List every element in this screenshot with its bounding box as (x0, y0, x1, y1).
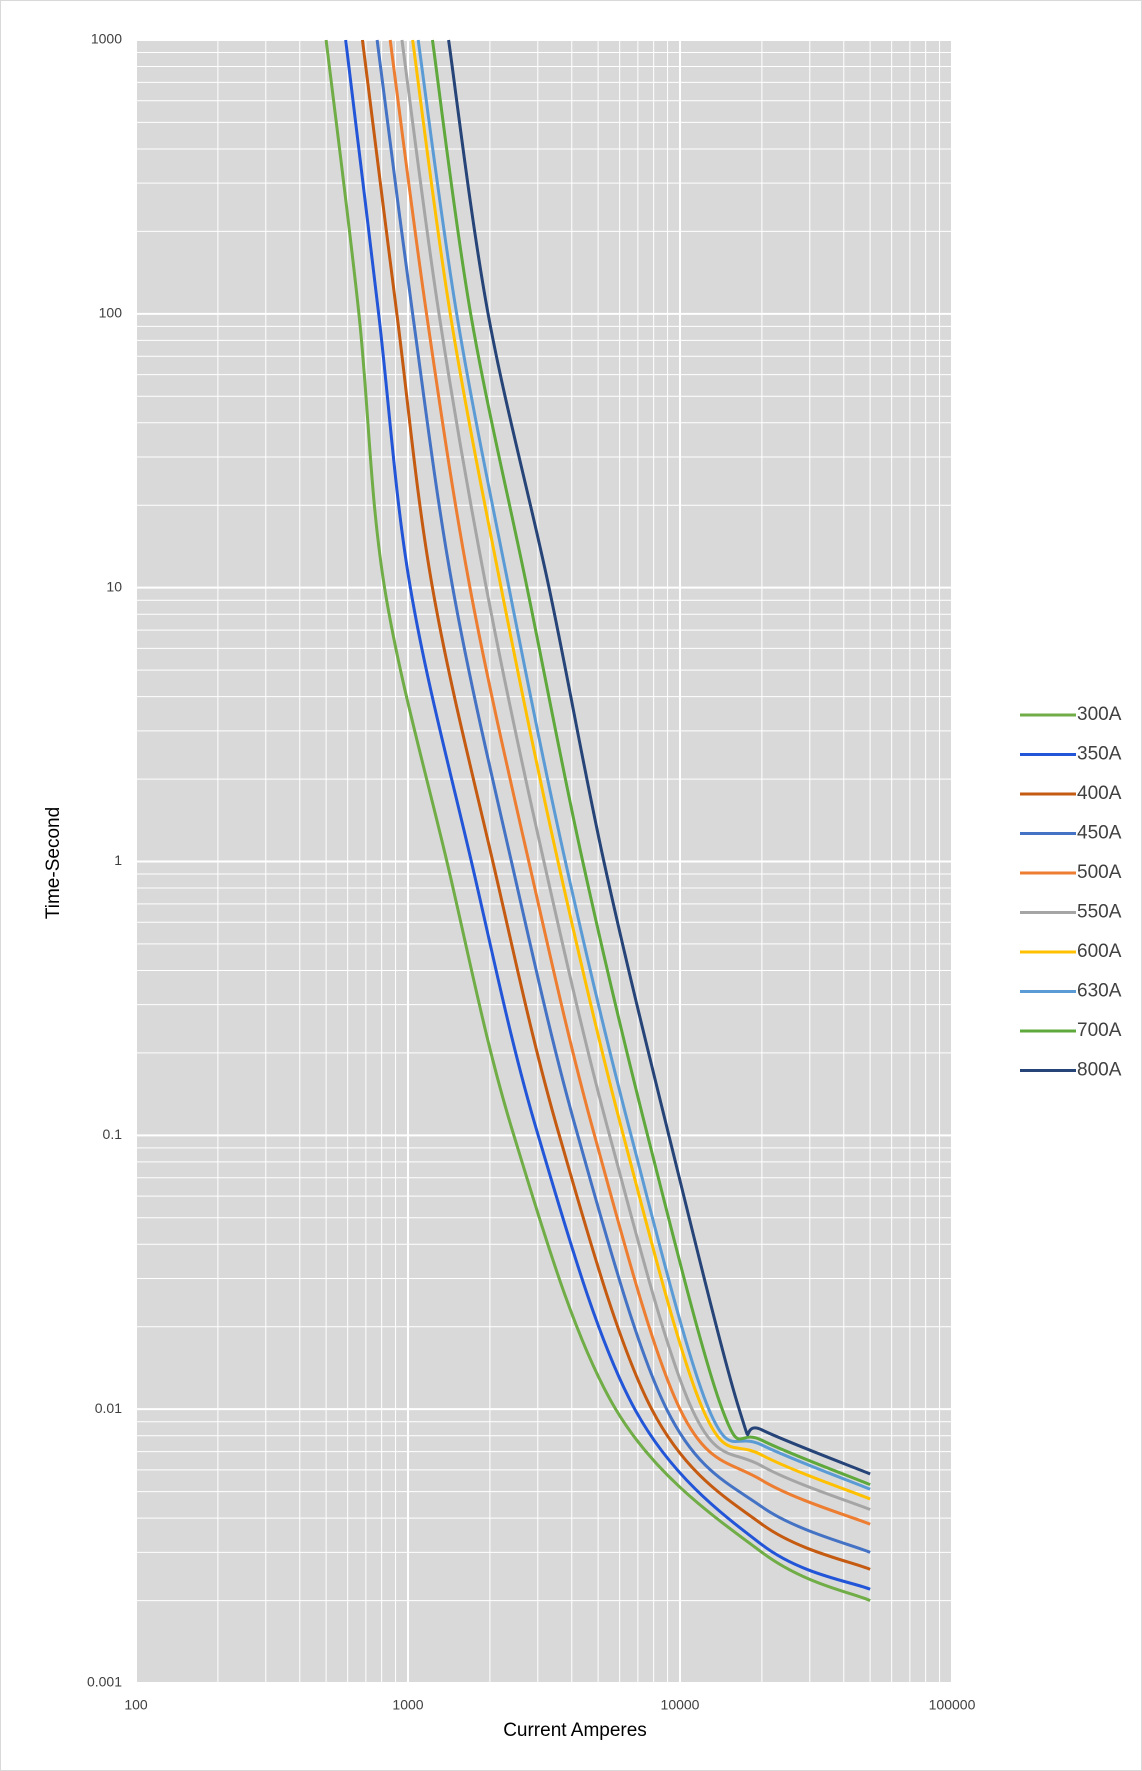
y-tick-label: 100 (99, 305, 123, 321)
x-tick-label: 100 (124, 1697, 148, 1713)
y-tick-label: 1 (114, 852, 122, 868)
y-tick-label: 0.001 (87, 1674, 122, 1690)
y-tick-label: 0.1 (103, 1126, 123, 1142)
legend-label: 450A (1077, 823, 1122, 844)
legend-label: 500A (1077, 862, 1122, 883)
y-axis-title: Time-Second (43, 807, 64, 919)
legend-label: 400A (1077, 783, 1122, 804)
legend-label: 300A (1077, 704, 1122, 725)
legend-label: 350A (1077, 744, 1122, 765)
x-axis-title: Current Amperes (503, 1720, 647, 1741)
y-tick-label: 0.01 (95, 1400, 122, 1416)
legend-label: 700A (1077, 1020, 1122, 1041)
x-tick-label: 100000 (929, 1697, 976, 1713)
x-tick-label: 1000 (392, 1697, 423, 1713)
chart: 100 1000 10000 100000 0.001 0.01 0.1 1 10 100 1000… (0, 0, 1142, 1771)
y-tick-label: 1000 (91, 31, 122, 47)
legend-label: 550A (1077, 902, 1122, 923)
x-tick-label: 10000 (661, 1697, 700, 1713)
legend-label: 630A (1077, 981, 1122, 1002)
page: {"chart_data": {"type": "line", "x_label… (0, 0, 1142, 1771)
legend-label: 600A (1077, 941, 1122, 962)
y-tick-label: 10 (106, 578, 122, 594)
legend-label: 800A (1077, 1060, 1122, 1081)
